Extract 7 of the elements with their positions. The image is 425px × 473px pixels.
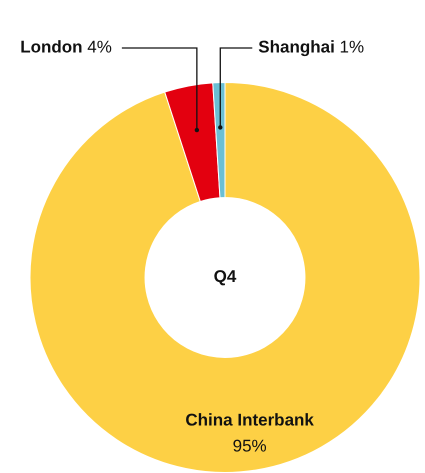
data-label: 95% [232, 436, 267, 456]
data-label: 4% [87, 38, 112, 57]
data-label: 1% [340, 38, 364, 57]
text: Q4 [214, 267, 237, 286]
slice-label: London [20, 38, 88, 57]
slice-label: Shanghai [258, 38, 340, 57]
slice-label: China Interbank [185, 410, 314, 430]
